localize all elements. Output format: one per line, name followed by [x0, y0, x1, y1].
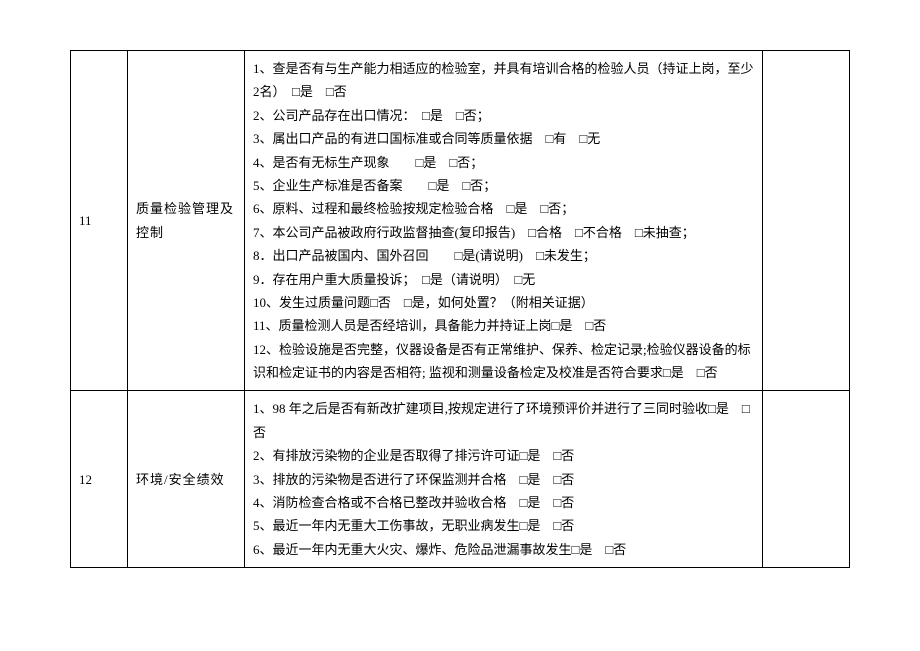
content-item: 2、有排放污染物的企业是否取得了排污许可证□是 □否 [253, 444, 754, 467]
row-number: 11 [71, 51, 128, 391]
table-row: 12 环境/安全绩效 1、98 年之后是否有新改扩建项目,按规定进行了环境预评价… [71, 391, 850, 568]
row-remark [763, 391, 850, 568]
content-item: 1、98 年之后是否有新改扩建项目,按规定进行了环境预评价并进行了三同时验收□是… [253, 397, 754, 444]
table-row: 11 质量检验管理及控制 1、查是否有与生产能力相适应的检验室，并具有培训合格的… [71, 51, 850, 391]
content-item: 5、企业生产标准是否备案 □是 □否； [253, 174, 754, 197]
content-item: 8．出口产品被国内、国外召回 □是(请说明) □未发生； [253, 244, 754, 267]
row-content: 1、98 年之后是否有新改扩建项目,按规定进行了环境预评价并进行了三同时验收□是… [245, 391, 763, 568]
row-category: 环境/安全绩效 [128, 391, 245, 568]
content-item: 6、最近一年内无重大火灾、爆炸、危险品泄漏事故发生□是 □否 [253, 538, 754, 561]
content-item: 3、属出口产品的有进口国标准或合同等质量依据 □有 □无 [253, 127, 754, 150]
row-number: 12 [71, 391, 128, 568]
inspection-table: 11 质量检验管理及控制 1、查是否有与生产能力相适应的检验室，并具有培训合格的… [70, 50, 850, 568]
content-item: 7、本公司产品被政府行政监督抽查(复印报告) □合格 □不合格 □未抽查； [253, 221, 754, 244]
content-item: 4、是否有无标生产现象 □是 □否； [253, 151, 754, 174]
content-item: 9．存在用户重大质量投诉； □是（请说明） □无 [253, 268, 754, 291]
row-remark [763, 51, 850, 391]
content-item: 12、检验设施是否完整，仪器设备是否有正常维护、保养、检定记录;检验仪器设备的标… [253, 338, 754, 385]
content-item: 2、公司产品存在出口情况： □是 □否； [253, 104, 754, 127]
content-item: 11、质量检测人员是否经培训，具备能力并持证上岗□是 □否 [253, 314, 754, 337]
content-item: 5、最近一年内无重大工伤事故，无职业病发生□是 □否 [253, 514, 754, 537]
content-item: 1、查是否有与生产能力相适应的检验室，并具有培训合格的检验人员（持证上岗，至少2… [253, 57, 754, 104]
content-item: 6、原料、过程和最终检验按规定检验合格 □是 □否； [253, 197, 754, 220]
content-item: 10、发生过质量问题□否 □是，如何处置？（附相关证据） [253, 291, 754, 314]
content-item: 3、排放的污染物是否进行了环保监测并合格 □是 □否 [253, 468, 754, 491]
row-content: 1、查是否有与生产能力相适应的检验室，并具有培训合格的检验人员（持证上岗，至少2… [245, 51, 763, 391]
content-item: 4、消防检查合格或不合格已整改并验收合格 □是 □否 [253, 491, 754, 514]
row-category: 质量检验管理及控制 [128, 51, 245, 391]
